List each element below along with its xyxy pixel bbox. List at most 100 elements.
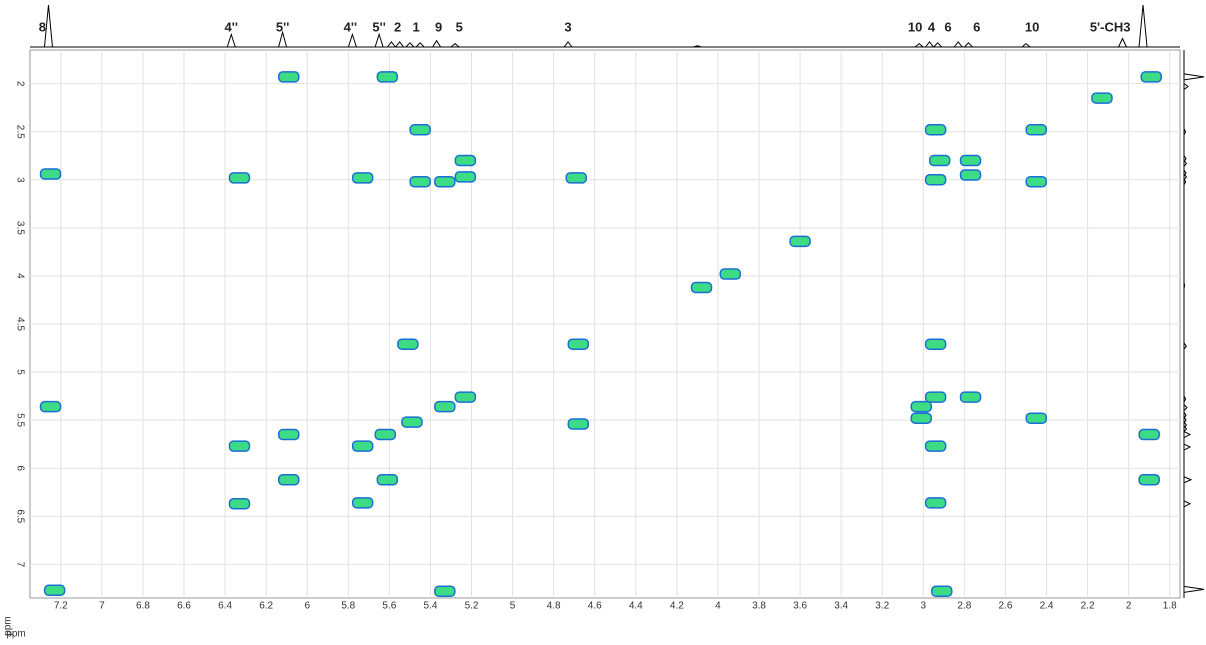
cross-peak (376, 71, 399, 83)
x-tick-label: 4.4 (629, 601, 643, 612)
top-trace-peak (347, 32, 357, 48)
cross-peak (959, 154, 982, 167)
y-tick-label: 3 (14, 177, 25, 183)
cross-peak (928, 154, 951, 167)
x-tick-label: 2.4 (1040, 601, 1054, 612)
y-tick-label: 7 (14, 562, 25, 568)
side-trace-peak (1183, 412, 1187, 419)
side-trace-peak (1183, 404, 1188, 411)
cross-peak (690, 281, 713, 294)
side-trace-peak (1183, 155, 1187, 162)
peak-label: 5 (456, 19, 463, 34)
cross-peak (1025, 412, 1047, 424)
cross-peak (924, 440, 947, 452)
x-tick-label: 5.2 (465, 601, 479, 612)
y-tick-label: 2.5 (14, 125, 25, 139)
x-tick-label: 4.2 (670, 601, 684, 612)
cross-peak (454, 171, 477, 183)
x-tick-label: 7 (99, 601, 105, 612)
x-tick-label: 5.8 (341, 601, 355, 612)
x-tick-label: 2.8 (957, 601, 971, 612)
x-axis-label: ppm (6, 629, 25, 640)
cross-peak (924, 497, 947, 509)
top-trace-peak (450, 42, 460, 48)
y-tick-label: 3.5 (14, 221, 25, 235)
cross-peak (409, 124, 431, 136)
top-trace-peak (953, 41, 963, 48)
cross-peak (351, 497, 374, 509)
cross-peak (910, 400, 932, 413)
y-axis-label: ppm (3, 616, 14, 635)
peak-label: 10 (908, 19, 922, 34)
cross-peak (434, 400, 456, 413)
y-tick-label: 4 (14, 273, 25, 279)
x-tick-label: 6 (304, 601, 310, 612)
cross-peak (228, 498, 251, 510)
x-tick-label: 6.4 (218, 601, 232, 612)
side-trace-peak (1183, 421, 1188, 429)
peak-label: 9 (435, 19, 442, 34)
peak-label: 4'' (344, 19, 357, 34)
cross-peak (924, 338, 947, 350)
top-trace-peak (563, 41, 573, 48)
y-tick-label: 4.5 (14, 317, 25, 331)
peak-label: 5'' (372, 19, 385, 34)
top-trace-peak (415, 42, 425, 48)
cross-peak (924, 174, 947, 186)
x-tick-label: 3.6 (793, 601, 807, 612)
y-tick-label: 6.5 (14, 509, 25, 523)
x-tick-label: 3.4 (834, 601, 848, 612)
cross-peak (454, 154, 477, 167)
peak-label: 5'' (276, 19, 289, 34)
cross-peak (39, 400, 62, 413)
cross-peak (434, 175, 456, 188)
top-trace-peak (1021, 42, 1031, 48)
top-trace-peak (405, 42, 415, 48)
peak-label: 3 (564, 19, 571, 34)
peak-label: 4'' (225, 19, 238, 34)
top-trace-peak (914, 42, 924, 48)
x-tick-label: 6.6 (177, 601, 191, 612)
cross-peak (959, 169, 982, 181)
x-tick-label: 1.8 (1163, 601, 1177, 612)
side-trace-peak (1183, 160, 1188, 167)
peak-label: 2 (394, 19, 401, 34)
x-tick-label: 7.2 (54, 601, 68, 612)
cross-peak (719, 268, 742, 280)
top-trace-peak (432, 39, 442, 48)
cross-peak (39, 168, 62, 180)
side-trace-peak (1183, 476, 1193, 484)
x-tick-label: 3.2 (875, 601, 889, 612)
cross-peak (567, 418, 590, 430)
x-tick-label: 3 (921, 601, 927, 612)
top-trace-peak (395, 41, 405, 48)
peak-label: 6 (944, 19, 951, 34)
cross-peak (1140, 71, 1162, 83)
side-trace-peak (1183, 443, 1192, 451)
x-tick-label: 2.2 (1081, 601, 1095, 612)
side-trace-peak (1183, 282, 1186, 289)
cross-peak (910, 412, 932, 424)
cross-peak (401, 416, 423, 428)
y-tick-label: 5.5 (14, 413, 25, 427)
side-trace-peak (1183, 431, 1192, 439)
cross-peak (409, 175, 431, 188)
top-trace-peak (1138, 4, 1148, 48)
cross-peak (1091, 92, 1113, 104)
x-tick-label: 4.8 (547, 601, 561, 612)
side-trace-peak (1183, 500, 1192, 508)
x-tick-label: 6.8 (136, 601, 150, 612)
side-trace-peak (1183, 128, 1187, 135)
top-trace-peak (693, 45, 702, 48)
x-tick-label: 2 (1126, 601, 1132, 612)
top-trace-peak (374, 32, 384, 48)
side-trace-peak (1183, 169, 1187, 177)
x-tick-label: 5 (510, 601, 516, 612)
y-tick-label: 5 (14, 369, 25, 375)
top-trace-peak (278, 30, 288, 48)
side-trace-peak (1183, 73, 1205, 81)
top-trace-peak (43, 4, 53, 48)
peak-label: 4 (928, 19, 936, 34)
peak-label: 6 (973, 19, 980, 34)
